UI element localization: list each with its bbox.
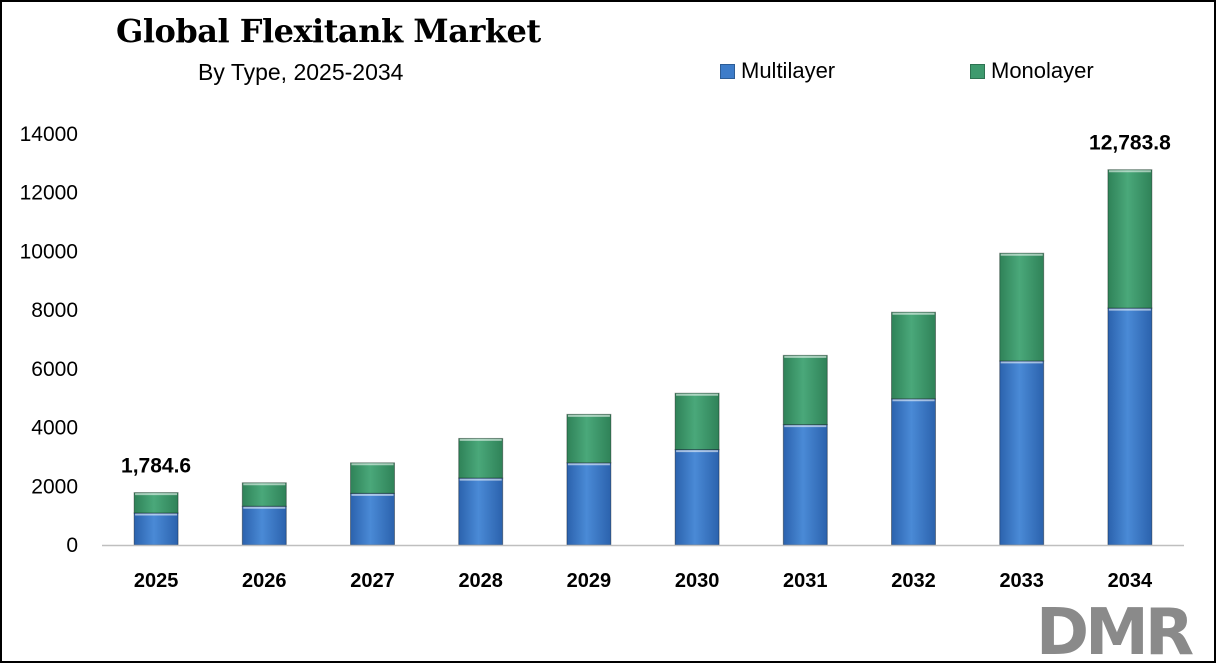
bar-multilayer [674, 449, 720, 546]
chart-title: Global Flexitank Market [116, 12, 541, 50]
bar-multilayer [1107, 307, 1153, 546]
logo-text: DMR [1036, 600, 1193, 658]
x-tick-label: 2028 [458, 570, 503, 592]
y-tick-label: 6000 [31, 358, 78, 381]
annotations: 1,784.6 12,783.8 [121, 132, 1171, 478]
x-tick-label: 2025 [134, 570, 179, 592]
y-tick-label: 12000 [20, 182, 78, 205]
x-tick-label: 2033 [999, 570, 1044, 592]
y-tick-label: 8000 [31, 299, 78, 322]
x-tick-label: 2034 [1108, 570, 1153, 592]
x-tick-label: 2029 [567, 570, 612, 592]
y-tick-label: 2000 [31, 475, 78, 498]
bar-multilayer [241, 505, 287, 546]
bar-monolayer [1107, 169, 1153, 309]
chart-subtitle: By Type, 2025-2034 [198, 59, 404, 85]
bar-multilayer [458, 477, 504, 546]
bar-multilayer [782, 424, 828, 546]
bar-monolayer [566, 413, 612, 464]
data-label: 1,784.6 [121, 455, 191, 478]
dmr-logo: DMR [1036, 600, 1197, 658]
bar-multilayer [566, 462, 612, 546]
bar-multilayer [133, 512, 179, 546]
bar-multilayer [350, 492, 395, 546]
x-axis: 2025 2026 2027 2028 2029 2030 2031 2032 2033 2034 [102, 544, 1184, 592]
bar-monolayer [891, 311, 936, 400]
bar-monolayer [782, 354, 828, 426]
y-tick-label: 4000 [31, 417, 78, 440]
y-tick-label: 10000 [20, 240, 78, 263]
x-tick-label: 2031 [783, 570, 828, 592]
bar-multilayer [891, 398, 936, 546]
x-tick-label: 2027 [350, 570, 395, 592]
legend-item-monolayer: Monolayer [970, 58, 1094, 84]
legend-label-multilayer: Multilayer [741, 58, 836, 83]
legend-swatch-multilayer [720, 63, 735, 79]
x-tick-label: 2026 [242, 570, 287, 592]
bar-multilayer [999, 360, 1045, 546]
y-tick-label: 14000 [20, 123, 78, 146]
legend-label-monolayer: Monolayer [991, 58, 1094, 83]
bar-monolayer [674, 392, 720, 451]
bars [133, 169, 1153, 546]
bar-monolayer [133, 492, 179, 514]
bar-monolayer [999, 252, 1045, 362]
y-tick-label: 0 [66, 534, 78, 557]
data-label: 12,783.8 [1089, 132, 1171, 155]
y-axis: 0 2000 4000 6000 8000 10000 12000 14000 [20, 123, 78, 557]
x-tick-label: 2030 [675, 570, 720, 592]
legend-swatch-monolayer [970, 63, 985, 79]
legend-item-multilayer: Multilayer [720, 58, 835, 84]
bar-monolayer [350, 462, 395, 494]
bar-monolayer [241, 482, 287, 507]
bar-monolayer [458, 437, 504, 479]
x-tick-label: 2032 [891, 570, 936, 592]
